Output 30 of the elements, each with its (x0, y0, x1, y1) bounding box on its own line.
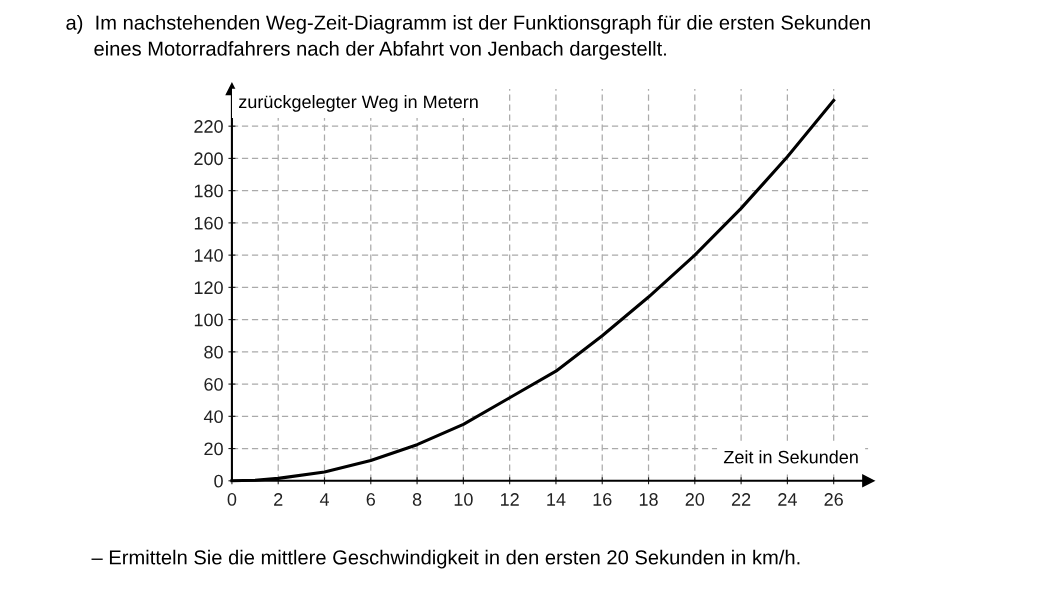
x-tick-label: 24 (778, 493, 797, 506)
y-tick-label: 80 (204, 345, 223, 359)
x-tick-label: 6 (366, 493, 376, 506)
y-axis-title: zurückgelegter Weg in Metern (239, 94, 478, 112)
y-tick-label: 60 (204, 378, 223, 391)
y-tick-label: 180 (194, 184, 223, 198)
x-tick-label: 26 (824, 493, 843, 506)
y-tick-label: 220 (194, 120, 223, 133)
x-tick-label: 0 (227, 493, 237, 506)
x-tick-label: 2 (274, 493, 283, 506)
chart-title: a) Im nachstehenden Weg-Zeit-Diagramm ist der Funktionsgraph für die ersten Sekunden eines Motorradfahrers nach der Abfahrt von Jenbach dargestellt. (66, 14, 870, 60)
y-tick-label: 140 (194, 249, 223, 262)
x-tick-label: 20 (685, 493, 705, 506)
y-tick-label: 40 (203, 410, 223, 424)
x-tick-label: 10 (454, 493, 473, 506)
x-axis-title: Zeit in Sekunden (723, 450, 858, 464)
x-tick-label: 18 (639, 493, 658, 506)
x-tick-label: 4 (319, 493, 329, 506)
text: – Ermitteln Sie die mittlere Geschwindigkeit in den ersten 20 Sekunden in km/h. (91, 549, 800, 569)
y-tick-label: 0 (214, 474, 223, 488)
x-tick-label: 16 (593, 493, 612, 506)
y-tick-label: 100 (194, 313, 223, 327)
x-tick-label: 12 (500, 493, 519, 506)
x-tick-label: 8 (412, 493, 422, 506)
x-tick-label: 14 (547, 493, 566, 506)
y-tick-label: 20 (204, 442, 223, 456)
y-tick-label: 160 (194, 216, 223, 230)
y-tick-label: 120 (194, 281, 223, 295)
y-tick-label: 200 (194, 152, 223, 166)
x-tick-label: 22 (731, 493, 751, 506)
